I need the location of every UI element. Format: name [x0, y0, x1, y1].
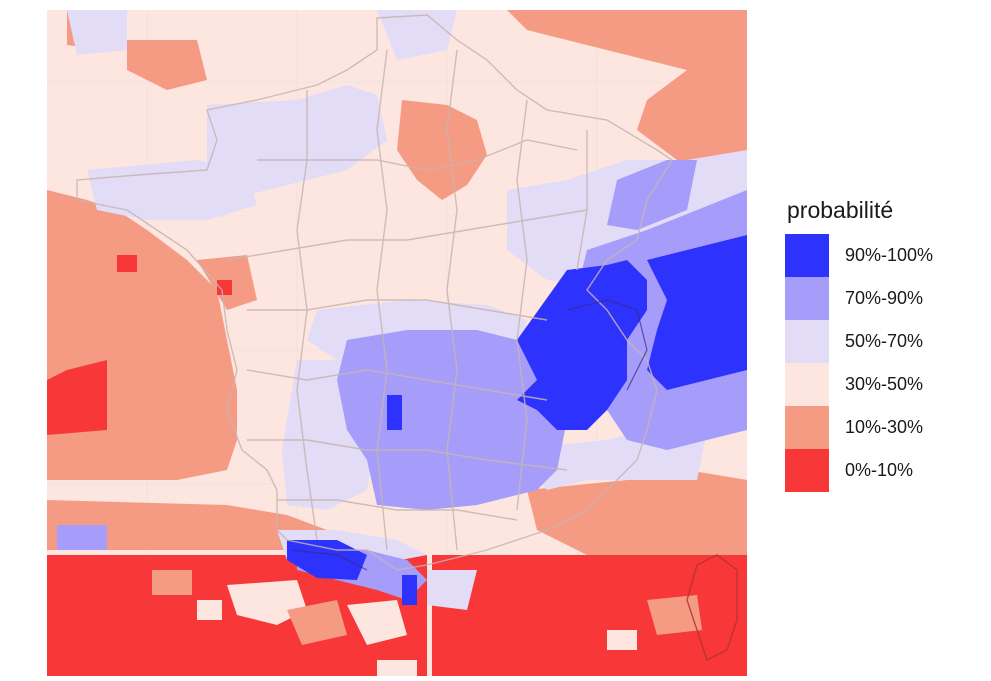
legend-swatch: [785, 320, 829, 363]
legend: probabilité 90%-100% 70%-90% 50%-70% 30%-50…: [785, 196, 985, 492]
legend-label: 30%-50%: [845, 374, 924, 394]
legend-swatch: [785, 363, 829, 406]
legend-label: 0%-10%: [845, 460, 914, 480]
map-canvas: [47, 10, 747, 676]
legend-title: probabilité: [787, 197, 894, 223]
legend-label: 70%-90%: [845, 288, 924, 308]
legend-swatch: [785, 234, 829, 277]
legend-label: 10%-30%: [845, 417, 924, 437]
legend-items: 90%-100% 70%-90% 50%-70% 30%-50% 10%-30% 0%-1…: [785, 234, 985, 492]
legend-swatch: [785, 277, 829, 320]
legend-item: 30%-50%: [785, 363, 985, 406]
sea-patches: [197, 580, 637, 676]
legend-swatch: [785, 406, 829, 449]
legend-item: 10%-30%: [785, 406, 985, 449]
legend-item: 70%-90%: [785, 277, 985, 320]
legend-item: 50%-70%: [785, 320, 985, 363]
legend-item: 0%-10%: [785, 449, 985, 492]
probability-map: [47, 10, 747, 676]
legend-item: 90%-100%: [785, 234, 985, 277]
legend-label: 50%-70%: [845, 331, 924, 351]
dark-boundaries: [291, 299, 648, 571]
legend-label: 90%-100%: [845, 245, 934, 265]
department-boundaries: [76, 14, 738, 661]
zones-0-10: [47, 255, 747, 676]
legend-swatch: [785, 449, 829, 492]
